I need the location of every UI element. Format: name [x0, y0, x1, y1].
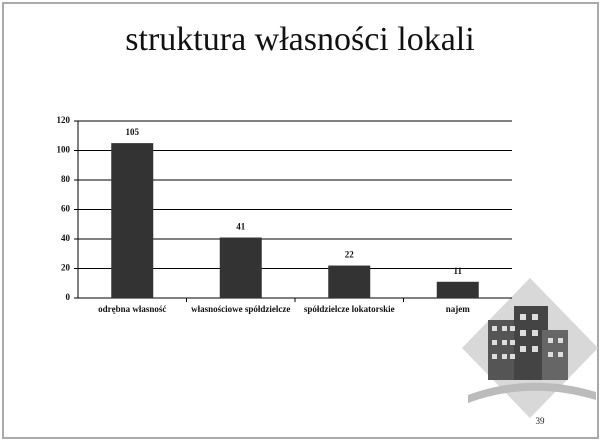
data-label: 41 [236, 222, 246, 232]
bar [328, 266, 370, 298]
chart: struktura własności lokali 39 0 20 40 60 80 1… [0, 0, 601, 441]
bar [111, 143, 153, 298]
x-tick-label: spółdzielcze lokatorskie [294, 304, 404, 315]
y-tick-label: 0 [66, 292, 71, 302]
y-tick-label: 40 [61, 233, 71, 243]
y-tick-label: 20 [61, 263, 71, 273]
y-tick-label: 80 [61, 174, 71, 184]
chart-title: struktura własności lokali [125, 21, 474, 58]
slide: struktura własności lokali 39 0 20 40 60 80 1… [0, 0, 601, 441]
data-label: 11 [453, 266, 462, 276]
x-tick-label: własnościowe spółdzielcze [186, 304, 296, 315]
data-label: 105 [126, 127, 140, 137]
y-tick-label: 100 [57, 145, 71, 155]
data-label: 22 [345, 250, 355, 260]
x-tick-label: odrębna własność [77, 304, 187, 315]
y-tick-label: 120 [57, 115, 71, 125]
y-tick-label: 60 [61, 204, 71, 214]
bar [437, 282, 479, 298]
x-tick-label: najem [403, 304, 513, 315]
page-number: 39 [536, 416, 546, 426]
bar [220, 238, 262, 298]
